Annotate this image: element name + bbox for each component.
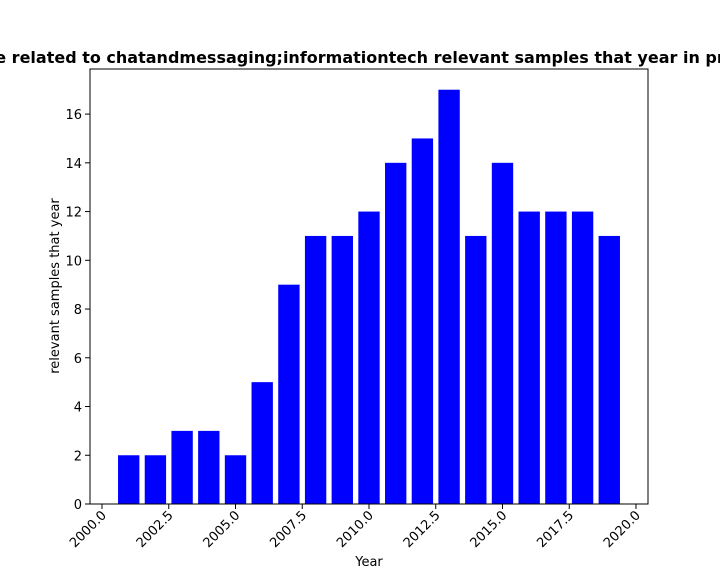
- x-tick-label: 2002.5: [134, 508, 177, 551]
- y-tick-label: 16: [65, 108, 82, 123]
- bar-2014: [465, 235, 487, 504]
- bar-2016: [518, 211, 540, 504]
- x-tick-label: 2000.0: [67, 508, 110, 551]
- y-tick-label: 2: [74, 449, 82, 464]
- bar-2013: [438, 89, 460, 504]
- y-axis-label: relevant samples that year: [48, 198, 63, 374]
- y-tick-label: 8: [74, 303, 82, 318]
- x-tick-label: 2012.5: [401, 508, 444, 551]
- bar-2005: [224, 455, 247, 504]
- bar-2006: [251, 382, 273, 504]
- y-tick-label: 0: [74, 498, 82, 513]
- y-tick-label: 14: [65, 157, 82, 172]
- bar-2017: [545, 211, 567, 504]
- bar-2009: [331, 235, 353, 504]
- bar-2002: [144, 455, 167, 504]
- chart-title: e related to chatandmessaging;informatio…: [0, 48, 720, 67]
- bar-2015: [491, 162, 514, 504]
- bars-group: [118, 89, 620, 504]
- y-tick-label: 12: [65, 206, 82, 221]
- plot-frame: [89, 68, 649, 505]
- y-tick-label: 10: [65, 254, 82, 269]
- x-tick-label: 2017.5: [534, 508, 577, 551]
- bar-2011: [385, 162, 407, 504]
- y-tick-label: 4: [74, 401, 82, 416]
- x-axis-label: Year: [354, 555, 383, 570]
- bar-2007: [278, 284, 300, 504]
- y-tick-label: 6: [74, 352, 82, 367]
- y-axis-ticks: 0 2 4 6 8 10 12 14 16: [65, 108, 90, 513]
- x-tick-label: 2005.0: [201, 508, 244, 551]
- bar-2001: [118, 455, 140, 504]
- bar-2003: [171, 430, 193, 504]
- bar-2012: [411, 138, 434, 504]
- bar-2004: [198, 430, 220, 504]
- bar-2018: [571, 211, 594, 504]
- bar-2008: [304, 235, 327, 504]
- bar-2019: [598, 235, 620, 504]
- x-tick-label: 2010.0: [334, 508, 377, 551]
- bar-2010: [358, 211, 380, 504]
- x-tick-label: 2020.0: [601, 508, 644, 551]
- x-tick-label: 2015.0: [468, 508, 511, 551]
- x-axis-ticks: 2000.0 2002.5 2005.0 2007.5 2010.0 2012.5 2015…: [67, 504, 644, 551]
- x-tick-label: 2007.5: [267, 508, 310, 551]
